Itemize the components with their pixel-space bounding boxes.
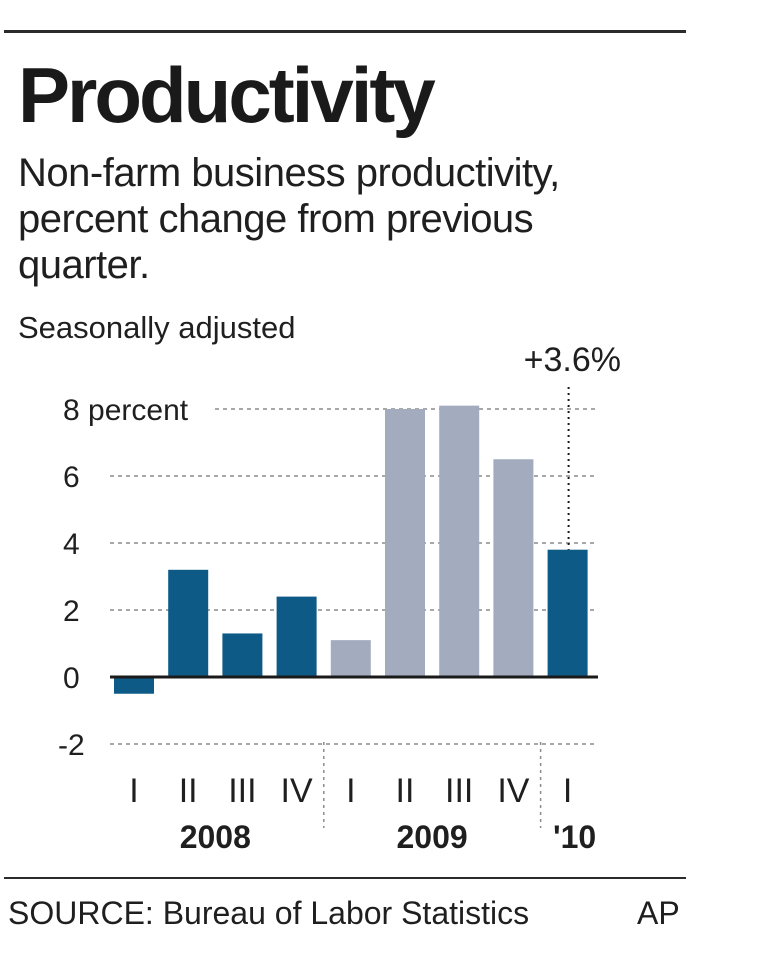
bar: [276, 596, 317, 677]
y-tick-label: 4: [63, 528, 80, 561]
y-tick-label: 8 percent: [63, 394, 189, 427]
annotation-label: +3.6%: [524, 341, 621, 379]
y-tick-label: 6: [63, 461, 80, 494]
seasonal-note: Seasonally adjusted: [18, 310, 296, 345]
bar: [222, 633, 263, 677]
y-tick-label: -2: [58, 729, 85, 762]
y-axis-ticks: 8 percent 6 4 2 0 -2: [58, 394, 189, 762]
bar: [114, 677, 154, 694]
year-label: '10: [553, 819, 596, 855]
bar: [385, 409, 425, 677]
x-tick-label: II: [179, 772, 198, 810]
bottom-rule: [4, 877, 686, 879]
y-tick-label: 0: [63, 662, 80, 695]
year-label: 2009: [397, 819, 468, 855]
x-tick-label: IV: [281, 772, 313, 810]
credit-line: AP: [637, 895, 680, 931]
y-tick-label: 2: [63, 595, 80, 628]
year-label: 2008: [180, 819, 251, 855]
bar: [439, 405, 480, 677]
source-line: SOURCE: Bureau of Labor Statistics: [8, 895, 530, 931]
x-tick-label: I: [563, 772, 572, 810]
chart-title: Productivity: [18, 51, 436, 139]
top-rule: [4, 30, 686, 33]
bar: [330, 640, 371, 677]
x-tick-label: III: [228, 772, 256, 810]
x-tick-label: I: [129, 772, 138, 810]
bar: [168, 569, 209, 677]
x-tick-label: III: [445, 772, 473, 810]
bar: [493, 459, 534, 677]
bar: [547, 549, 588, 677]
annotation: +3.6%: [524, 341, 621, 550]
x-tick-label: IV: [497, 772, 529, 810]
bars: [110, 405, 598, 694]
x-tick-label: II: [396, 772, 415, 810]
x-tick-label: I: [346, 772, 355, 810]
chart-subtitle: Non-farm business productivity, percent …: [18, 151, 560, 287]
